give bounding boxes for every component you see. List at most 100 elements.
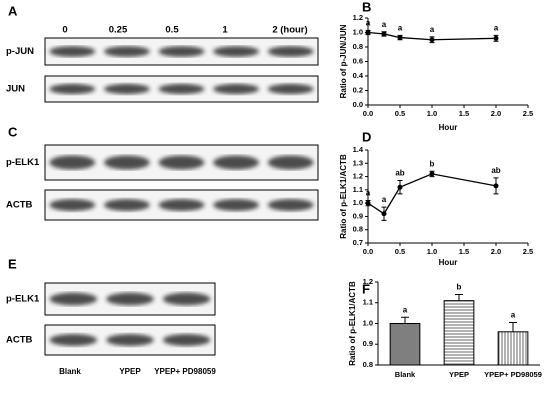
blot-band [213, 83, 260, 95]
x-axis-label: Hour [439, 258, 458, 267]
row-label: p-ELK1 [6, 294, 40, 305]
blot-band [213, 199, 260, 211]
panel-label: E [8, 256, 17, 271]
annotation: b [430, 159, 435, 168]
annotation: ab [491, 166, 500, 175]
panel-label: C [8, 124, 18, 139]
y-axis-label: Ratio of p-ELK1/ACTB [339, 154, 348, 239]
x-axis-label: Hour [439, 123, 458, 132]
data-point [365, 30, 371, 35]
blot-band [158, 155, 205, 170]
y-tick-label: 1.3 [353, 158, 363, 167]
data-point [493, 35, 499, 41]
blot-band [267, 46, 314, 57]
data-point [381, 211, 387, 217]
x-tick-label: 1.5 [459, 109, 469, 118]
blot-band [103, 155, 150, 170]
data-point [429, 171, 435, 177]
blot-band [49, 46, 96, 57]
y-tick-label: 0.8 [363, 360, 373, 369]
blot-band [158, 199, 205, 211]
annotation: a [511, 311, 516, 320]
annotation: a [403, 305, 408, 314]
y-tick-label: 0.7 [353, 238, 363, 247]
lane-label: 0.5 [165, 25, 179, 36]
y-tick-label: 1.4 [353, 145, 364, 154]
panel-label: D [362, 129, 371, 144]
annotation: a [382, 195, 387, 204]
lane-label: 0 [62, 25, 67, 36]
blot-band [49, 83, 96, 95]
blot-band [158, 83, 205, 95]
row-label: ACTB [6, 335, 33, 346]
bar [389, 323, 421, 366]
blot-band [106, 292, 154, 306]
panel-label: B [362, 0, 371, 14]
x-tick-label: 1.0 [427, 109, 437, 118]
error-bar [509, 321, 517, 332]
y-tick-label: 0.0 [353, 100, 363, 109]
data-point [429, 37, 435, 43]
data-point [493, 183, 499, 189]
data-point [397, 35, 403, 41]
y-tick-label: 1.2 [363, 277, 373, 286]
y-tick-label: 0.9 [363, 339, 373, 348]
blot-band [162, 334, 211, 346]
y-tick-label: 1.2 [353, 13, 363, 22]
blot-band [103, 46, 150, 57]
blot-band [267, 83, 314, 95]
y-tick-label: 1.0 [353, 27, 363, 36]
x-tick-label: 0.0 [363, 109, 373, 118]
blot-band [267, 155, 314, 170]
data-point [381, 31, 387, 37]
y-tick-label: 0.6 [353, 56, 363, 65]
x-tick-label: 1.0 [427, 247, 437, 256]
lane-label: YPEP+ PD98059 [154, 367, 216, 376]
x-tick-label: 0.5 [395, 109, 405, 118]
lane-label: 0.25 [109, 25, 128, 36]
x-tick-label: 2.0 [491, 109, 501, 118]
blot-band [213, 155, 260, 170]
bar [443, 300, 475, 366]
row-label: JUN [6, 84, 25, 95]
error-bar [401, 316, 409, 324]
y-tick-label: 0.4 [353, 71, 364, 80]
row-label: p-JUN [6, 46, 34, 57]
x-tick-label: 2.5 [523, 247, 533, 256]
annotation: a [366, 18, 371, 27]
y-tick-label: 1.2 [353, 172, 363, 181]
lane-label: 2 (hour) [272, 25, 307, 36]
annotation: a [382, 20, 387, 29]
x-tick-label: YPEP [449, 370, 469, 379]
y-axis-label: Ratio of p-JUN/JUN [339, 24, 348, 98]
y-tick-label: 1.0 [363, 318, 373, 327]
panel-label: F [362, 281, 370, 296]
y-tick-label: 1.1 [353, 185, 363, 194]
x-tick-label: Blank [395, 370, 416, 379]
blot-band [103, 199, 150, 211]
y-tick-label: 0.8 [353, 42, 363, 51]
x-tick-label: 2.0 [491, 247, 501, 256]
annotation: b [457, 283, 462, 292]
y-tick-label: 0.8 [353, 225, 363, 234]
blot-band [106, 334, 154, 346]
lane-label: 1 [222, 25, 228, 36]
x-tick-label: YPEP+ PD98059 [484, 370, 542, 379]
blot-band [162, 292, 211, 306]
annotation: ab [395, 169, 404, 178]
x-tick-label: 0.0 [363, 247, 373, 256]
bar [497, 331, 529, 366]
x-tick-label: 1.5 [459, 247, 469, 256]
y-tick-label: 1.1 [363, 298, 373, 307]
y-tick-label: 1.0 [353, 198, 363, 207]
x-tick-label: 0.5 [395, 247, 405, 256]
annotation: a [398, 24, 403, 33]
x-tick-label: 2.5 [523, 109, 533, 118]
blot-band [267, 199, 314, 211]
row-label: ACTB [6, 200, 33, 211]
y-tick-label: 0.2 [353, 85, 363, 94]
blot-band [103, 83, 150, 95]
blot-band [49, 292, 98, 306]
blot-band [158, 46, 205, 57]
